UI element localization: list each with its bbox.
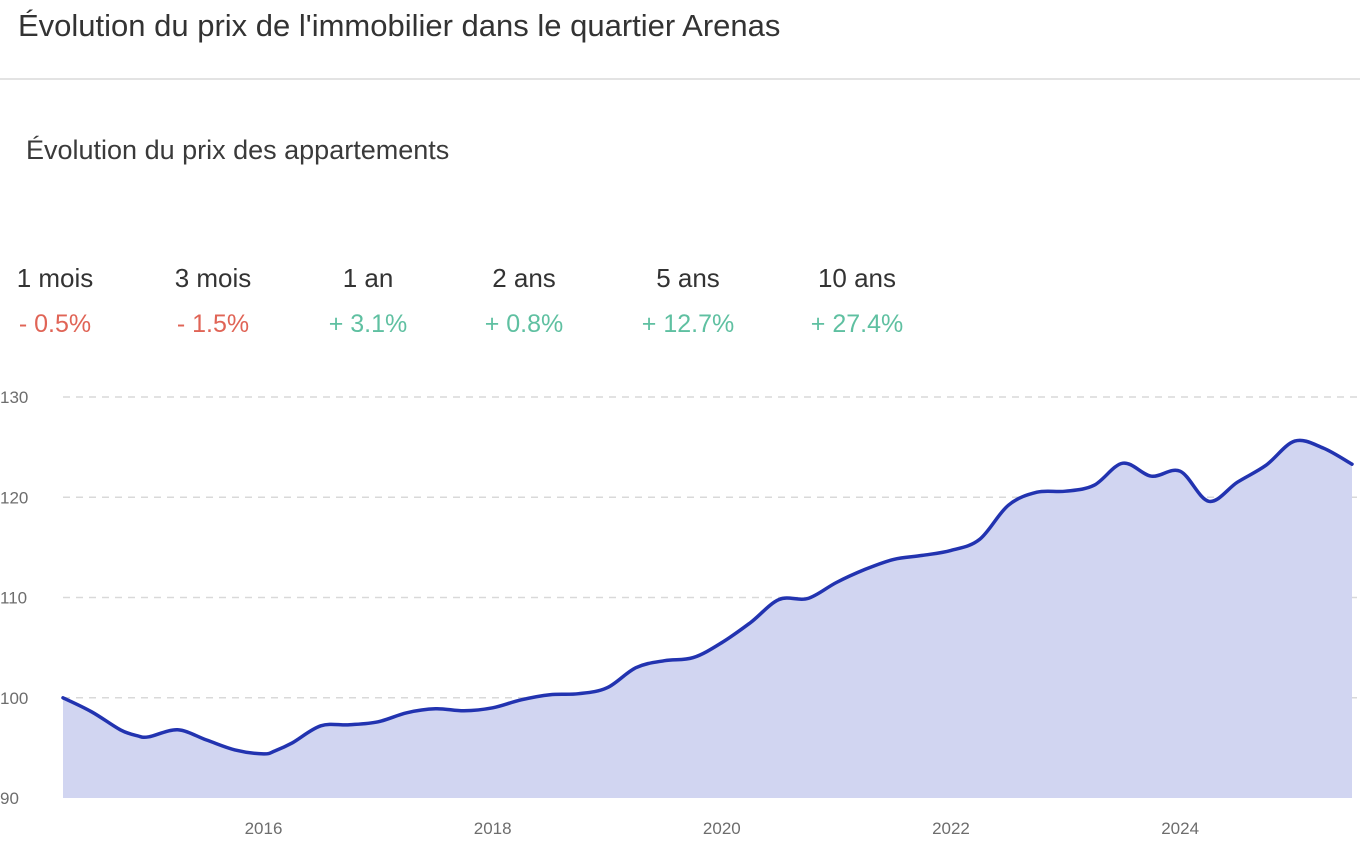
y-tick-label: 90 bbox=[0, 789, 19, 808]
x-tick-label: 2020 bbox=[703, 819, 741, 838]
page-title: Évolution du prix de l'immobilier dans l… bbox=[18, 8, 781, 43]
y-tick-label: 110 bbox=[0, 589, 27, 608]
x-tick-label: 2016 bbox=[245, 819, 283, 838]
price-area-fill bbox=[63, 440, 1352, 798]
price-line bbox=[61, 438, 1354, 756]
period-1-month: 1 mois - 0.5% bbox=[0, 260, 135, 346]
period-label: 5 ans bbox=[656, 263, 720, 293]
period-value: + 27.4% bbox=[810, 310, 904, 338]
y-tick-label: 120 bbox=[0, 488, 28, 507]
period-label: 1 mois bbox=[16, 263, 94, 293]
period-value: + 0.8% bbox=[484, 310, 564, 338]
period-10-years: 10 ans + 27.4% bbox=[777, 260, 937, 346]
period-1-year: 1 an + 3.1% bbox=[288, 260, 448, 346]
period-value: + 12.7% bbox=[641, 310, 735, 338]
period-label: 3 mois bbox=[174, 263, 252, 293]
x-tick-label: 2024 bbox=[1161, 819, 1199, 838]
y-tick-label: 100 bbox=[0, 689, 28, 708]
period-2-years: 2 ans + 0.8% bbox=[444, 260, 604, 346]
period-label: 1 an bbox=[342, 263, 394, 293]
period-value: - 0.5% bbox=[18, 310, 92, 338]
period-5-years: 5 ans + 12.7% bbox=[608, 260, 768, 346]
y-tick-label: 130 bbox=[0, 388, 28, 407]
x-tick-label: 2018 bbox=[474, 819, 512, 838]
period-label: 2 ans bbox=[492, 263, 556, 293]
period-label: 10 ans bbox=[817, 263, 897, 293]
period-value: - 1.5% bbox=[176, 310, 250, 338]
title-divider bbox=[0, 78, 1360, 80]
period-value: + 3.1% bbox=[328, 310, 408, 338]
x-tick-label: 2022 bbox=[932, 819, 970, 838]
section-title: Évolution du prix des appartements bbox=[26, 135, 450, 165]
price-area-chart: 90 100 110 120 130 2016 2018 2020 2022 2024 bbox=[0, 388, 1360, 838]
period-3-months: 3 mois - 1.5% bbox=[133, 260, 293, 346]
